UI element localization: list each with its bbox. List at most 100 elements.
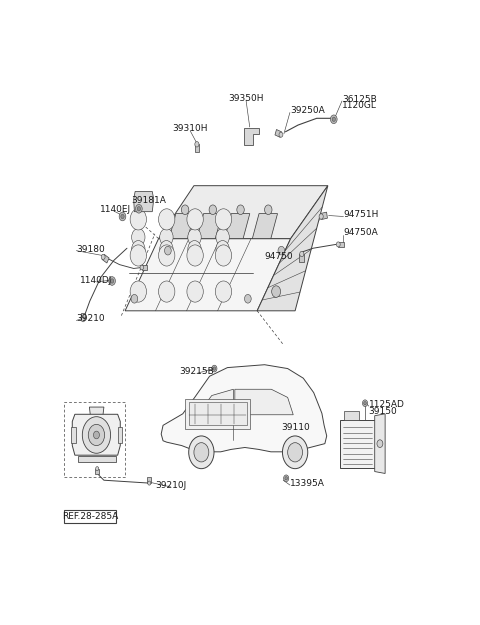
Polygon shape [125, 239, 290, 311]
Polygon shape [102, 254, 109, 263]
Text: 94750A: 94750A [344, 228, 378, 238]
Polygon shape [225, 214, 250, 239]
Circle shape [237, 205, 244, 214]
Circle shape [109, 277, 115, 285]
Text: 39210J: 39210J [155, 481, 187, 489]
Polygon shape [89, 407, 104, 417]
Circle shape [188, 241, 201, 258]
Circle shape [158, 281, 175, 302]
Circle shape [110, 279, 114, 283]
Polygon shape [244, 128, 259, 145]
Circle shape [272, 286, 281, 298]
Circle shape [135, 204, 142, 213]
Circle shape [194, 442, 209, 462]
Polygon shape [252, 214, 277, 239]
Circle shape [130, 281, 146, 302]
Circle shape [288, 442, 302, 462]
Polygon shape [338, 241, 344, 248]
Circle shape [216, 229, 229, 246]
Polygon shape [257, 186, 328, 311]
Circle shape [119, 212, 126, 221]
Circle shape [121, 214, 124, 219]
Polygon shape [142, 265, 147, 270]
Text: 1125AD: 1125AD [369, 399, 405, 409]
Circle shape [187, 281, 203, 302]
Polygon shape [78, 456, 116, 462]
Text: 13395A: 13395A [290, 479, 325, 488]
Circle shape [132, 241, 145, 258]
Circle shape [213, 367, 216, 370]
Polygon shape [81, 312, 85, 319]
Circle shape [216, 245, 232, 266]
Bar [189, 402, 247, 426]
Circle shape [96, 467, 99, 471]
Circle shape [216, 209, 232, 230]
Polygon shape [158, 186, 328, 239]
Circle shape [158, 245, 175, 266]
Circle shape [216, 281, 232, 302]
Polygon shape [72, 414, 120, 455]
Circle shape [264, 205, 272, 214]
Circle shape [300, 251, 304, 257]
Polygon shape [169, 214, 194, 239]
Polygon shape [235, 389, 293, 415]
Circle shape [165, 246, 171, 255]
Polygon shape [194, 144, 199, 152]
Circle shape [188, 229, 201, 246]
Circle shape [244, 294, 251, 303]
Bar [344, 411, 359, 419]
Circle shape [195, 142, 199, 147]
Text: 39250A: 39250A [290, 106, 324, 115]
Text: 1120GL: 1120GL [342, 101, 377, 110]
Circle shape [160, 229, 173, 246]
Polygon shape [133, 191, 154, 212]
Polygon shape [118, 428, 122, 443]
Polygon shape [96, 469, 99, 474]
Circle shape [187, 245, 203, 266]
Circle shape [137, 207, 141, 211]
Circle shape [189, 436, 214, 469]
Circle shape [140, 265, 144, 270]
Polygon shape [197, 214, 222, 239]
Circle shape [148, 481, 151, 485]
Text: 39215B: 39215B [180, 367, 214, 376]
Text: 94751H: 94751H [344, 210, 379, 219]
Bar [340, 419, 375, 468]
Circle shape [130, 209, 146, 230]
Text: 39210: 39210 [76, 314, 105, 323]
Circle shape [130, 245, 146, 266]
Circle shape [81, 317, 85, 322]
Circle shape [158, 209, 175, 230]
Circle shape [284, 475, 289, 482]
Circle shape [212, 365, 217, 372]
Circle shape [336, 242, 340, 247]
Polygon shape [161, 365, 327, 452]
Bar [185, 399, 251, 429]
Circle shape [216, 241, 229, 258]
Circle shape [377, 440, 383, 448]
Polygon shape [300, 254, 304, 262]
Circle shape [362, 400, 368, 407]
Polygon shape [196, 389, 233, 416]
Text: 1140EJ: 1140EJ [99, 205, 131, 214]
Circle shape [285, 477, 288, 480]
Circle shape [160, 241, 173, 258]
Circle shape [101, 254, 105, 259]
Circle shape [88, 424, 105, 446]
Text: 39310H: 39310H [172, 124, 208, 133]
Text: 39150: 39150 [369, 408, 397, 416]
Circle shape [319, 214, 323, 219]
Text: 36125B: 36125B [342, 94, 377, 104]
Circle shape [364, 401, 366, 405]
Circle shape [279, 132, 283, 138]
Polygon shape [321, 212, 327, 219]
Circle shape [131, 294, 138, 303]
Text: 1140DJ: 1140DJ [80, 276, 113, 284]
Text: 39110: 39110 [281, 422, 310, 432]
Circle shape [187, 209, 203, 230]
Circle shape [278, 246, 285, 255]
Polygon shape [147, 478, 151, 483]
Circle shape [94, 431, 99, 439]
Circle shape [209, 205, 216, 214]
Text: REF.28-285A: REF.28-285A [61, 512, 118, 521]
